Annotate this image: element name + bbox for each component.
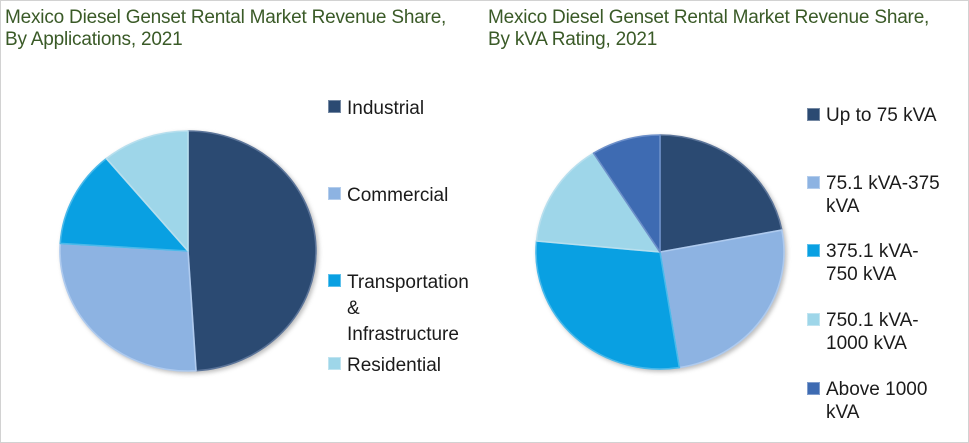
legend-swatch-750-1-1000-kva [807, 313, 820, 326]
legend-label: kVA [826, 402, 860, 423]
title-line-2: By Applications, 2021 [5, 29, 183, 50]
legend-swatch-75-1-375-kva [807, 176, 820, 189]
legend-label: & [347, 298, 360, 319]
legend-swatch-transportation-infrastructure [328, 274, 341, 287]
legend-label: Transportation [347, 272, 469, 293]
legend-label: Up to 75 kVA [826, 105, 937, 126]
legend-item-375-1-750-kva: 375.1 kVA- 750 kVA [807, 240, 967, 286]
legend-swatch-residential [328, 357, 341, 370]
legend-label: 75.1 kVA-375 [826, 173, 940, 194]
pie-slice-75-1-kva-375-kva [659, 229, 785, 369]
title-line-2: By kVA Rating, 2021 [488, 29, 658, 50]
applications-chart-title: Mexico Diesel Genset Rental Market Reven… [5, 7, 486, 51]
kva-rating-pie-chart [535, 134, 785, 370]
legend-label: 1000 kVA [826, 333, 907, 354]
legend-label: 750.1 kVA- [826, 310, 919, 331]
legend-item-75-1-375-kva: 75.1 kVA-375 kVA [807, 172, 967, 218]
pie-slice-up-to-75-kva [659, 134, 783, 253]
legend-label: Infrastructure [347, 324, 459, 345]
legend-swatch-commercial [328, 187, 341, 200]
applications-pie-chart [59, 130, 317, 372]
legend-label: Above 1000 [826, 379, 928, 400]
legend-item-industrial: Industrial [328, 96, 484, 122]
legend-item-above-1000-kva: Above 1000 kVA [807, 378, 967, 424]
legend-item-transportation-infrastructure: Transportation & Infrastructure [328, 270, 484, 348]
legend-label: Residential [347, 355, 441, 376]
legend-item-up-to-75-kva: Up to 75 kVA [807, 104, 967, 127]
legend-label: kVA [826, 196, 860, 217]
title-line-1: Mexico Diesel Genset Rental Market Reven… [488, 7, 930, 28]
pie-slice-above-1000-kva [592, 134, 661, 253]
legend-item-750-1-1000-kva: 750.1 kVA- 1000 kVA [807, 309, 967, 355]
pie-slice-375-1-kva-750-kva [535, 240, 681, 370]
legend-item-commercial: Commercial [328, 183, 484, 209]
legend-label: 750 kVA [826, 264, 897, 285]
legend-swatch-above-1000-kva [807, 382, 820, 395]
legend-swatch-up-to-75-kva [807, 108, 820, 121]
title-line-1: Mexico Diesel Genset Rental Market Reven… [5, 7, 447, 28]
legend-label: Industrial [347, 98, 425, 119]
pie-slice-750-1-kva-1000-kva [535, 152, 661, 253]
pie-slice-residential [105, 130, 189, 252]
legend-item-residential: Residential [328, 353, 484, 379]
pie-slice-commercial [59, 242, 197, 372]
pie-slice-industrial [187, 130, 317, 372]
legend-swatch-375-1-750-kva [807, 244, 820, 257]
pie-slice-transportation-infrastructure [59, 157, 189, 252]
legend-label: Commercial [347, 185, 449, 206]
legend-swatch-industrial [328, 100, 341, 113]
kva-rating-chart-title: Mexico Diesel Genset Rental Market Reven… [488, 7, 966, 51]
legend-label: 375.1 kVA- [826, 241, 919, 262]
